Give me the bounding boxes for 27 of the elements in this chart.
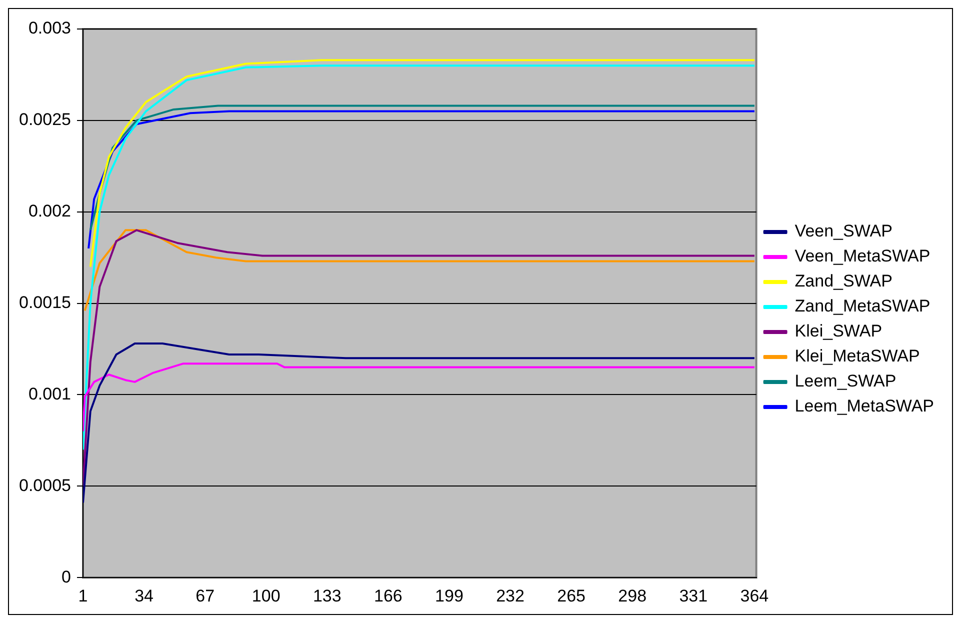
- legend-label: Leem_SWAP: [794, 372, 896, 391]
- legend-label: Klei_MetaSWAP: [794, 346, 920, 366]
- x-tick-label: 67: [196, 586, 215, 606]
- y-tick-label: 0.001: [28, 384, 71, 404]
- x-tick-label: 298: [618, 586, 647, 606]
- x-tick-label: 232: [496, 586, 524, 606]
- x-tick-label: 331: [679, 586, 708, 606]
- y-tick-label: 0.003: [28, 18, 71, 38]
- x-tick-label: 199: [435, 586, 464, 606]
- y-tick-label: 0.002: [28, 202, 71, 221]
- legend-label: Zand_SWAP: [794, 272, 892, 291]
- y-tick-label: 0.0025: [18, 110, 71, 130]
- legend-label: Veen_SWAP: [794, 222, 892, 241]
- x-tick-label: 1: [78, 586, 88, 606]
- legend-label: Zand_MetaSWAP: [794, 296, 930, 316]
- y-tick-label: 0.0015: [18, 292, 71, 312]
- x-tick-label: 364: [740, 586, 769, 606]
- y-tick-label: 0: [62, 567, 71, 586]
- x-tick-label: 166: [374, 586, 402, 606]
- legend-label: Klei_SWAP: [794, 322, 882, 341]
- x-tick-label: 100: [252, 586, 280, 606]
- x-tick-label: 133: [312, 586, 342, 606]
- legend-label: Leem_MetaSWAP: [794, 396, 934, 416]
- x-tick-label: 34: [134, 586, 154, 606]
- legend-label: Veen_MetaSWAP: [794, 246, 930, 266]
- y-tick-label: 0.0005: [18, 476, 71, 495]
- x-tick-label: 265: [557, 586, 586, 606]
